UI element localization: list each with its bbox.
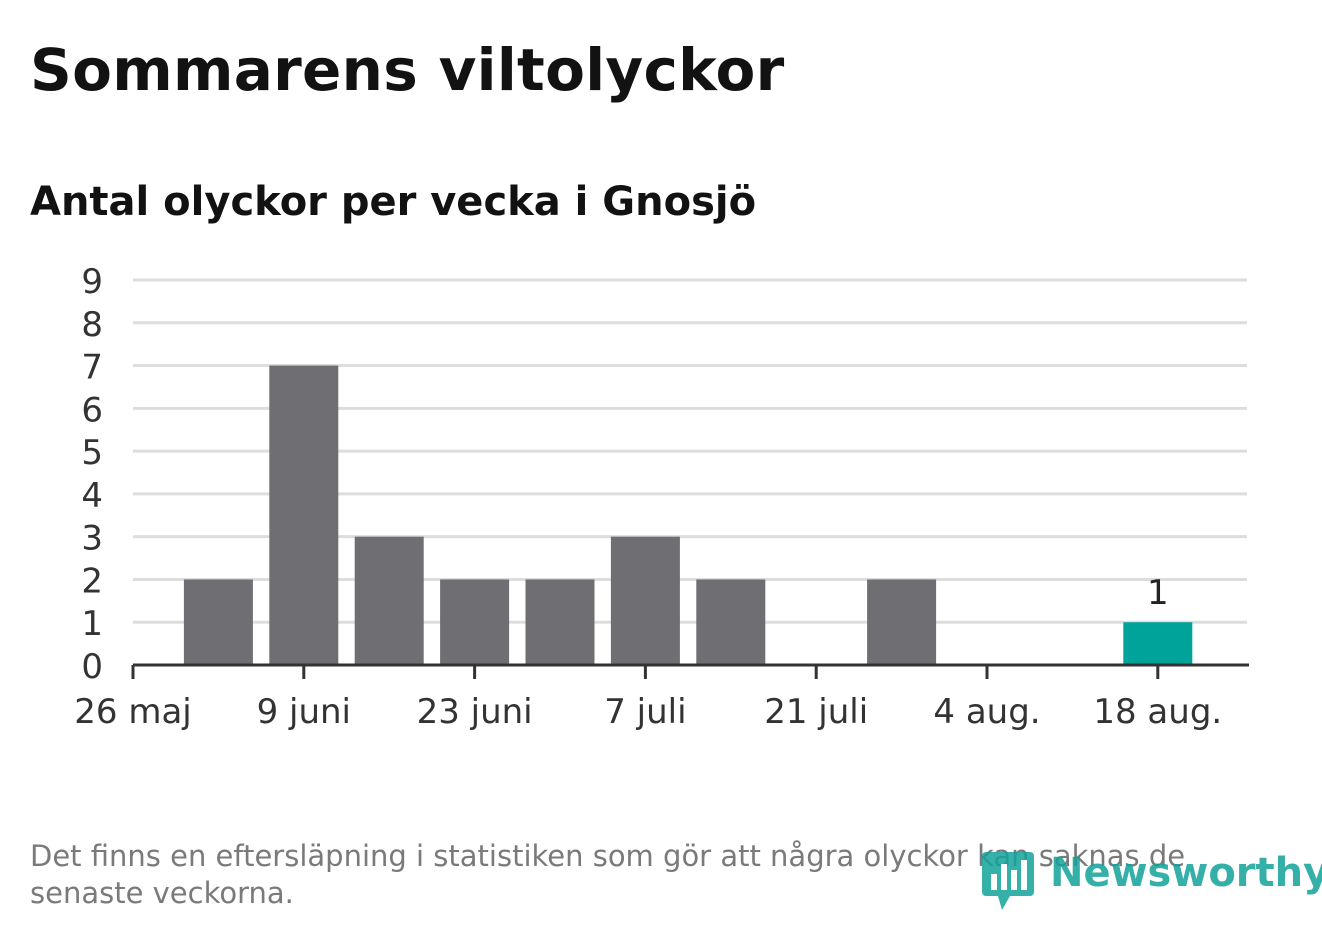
bar (610, 536, 680, 665)
y-tick-label: 9 (81, 262, 103, 302)
bar (354, 536, 424, 665)
x-tick-label: 23 juni (417, 692, 533, 732)
newsworthy-logo: Newsworthy (980, 848, 1322, 918)
bar (269, 365, 339, 665)
newsworthy-logo-icon (982, 852, 1034, 910)
bar (183, 579, 253, 665)
x-tick-label: 9 juni (257, 692, 351, 732)
x-tick-label: 7 juli (604, 692, 686, 732)
y-tick-label: 3 (81, 519, 103, 559)
y-tick-label: 4 (81, 476, 103, 516)
y-tick-label: 7 (81, 348, 103, 388)
logo-wordmark: Newsworthy (1050, 850, 1322, 896)
bar (1123, 622, 1193, 665)
y-tick-label: 2 (81, 561, 103, 601)
data-label: 1 (1147, 573, 1169, 613)
bar (440, 579, 510, 665)
chart-subtitle: Antal olyckor per vecka i Gnosjö (30, 179, 757, 225)
chart-title: Sommarens viltolyckor (30, 36, 785, 104)
bar (525, 579, 595, 665)
x-tick-label: 4 aug. (933, 692, 1040, 732)
y-tick-label: 6 (81, 390, 103, 430)
bar (696, 579, 766, 665)
y-tick-label: 8 (81, 305, 103, 345)
x-tick-label: 21 juli (764, 692, 868, 732)
y-tick-label: 0 (81, 647, 103, 687)
x-tick-label: 18 aug. (1093, 692, 1222, 732)
x-tick-label: 26 maj (74, 692, 191, 732)
bar (867, 579, 937, 665)
y-tick-label: 5 (81, 433, 103, 473)
y-tick-label: 1 (81, 604, 103, 644)
